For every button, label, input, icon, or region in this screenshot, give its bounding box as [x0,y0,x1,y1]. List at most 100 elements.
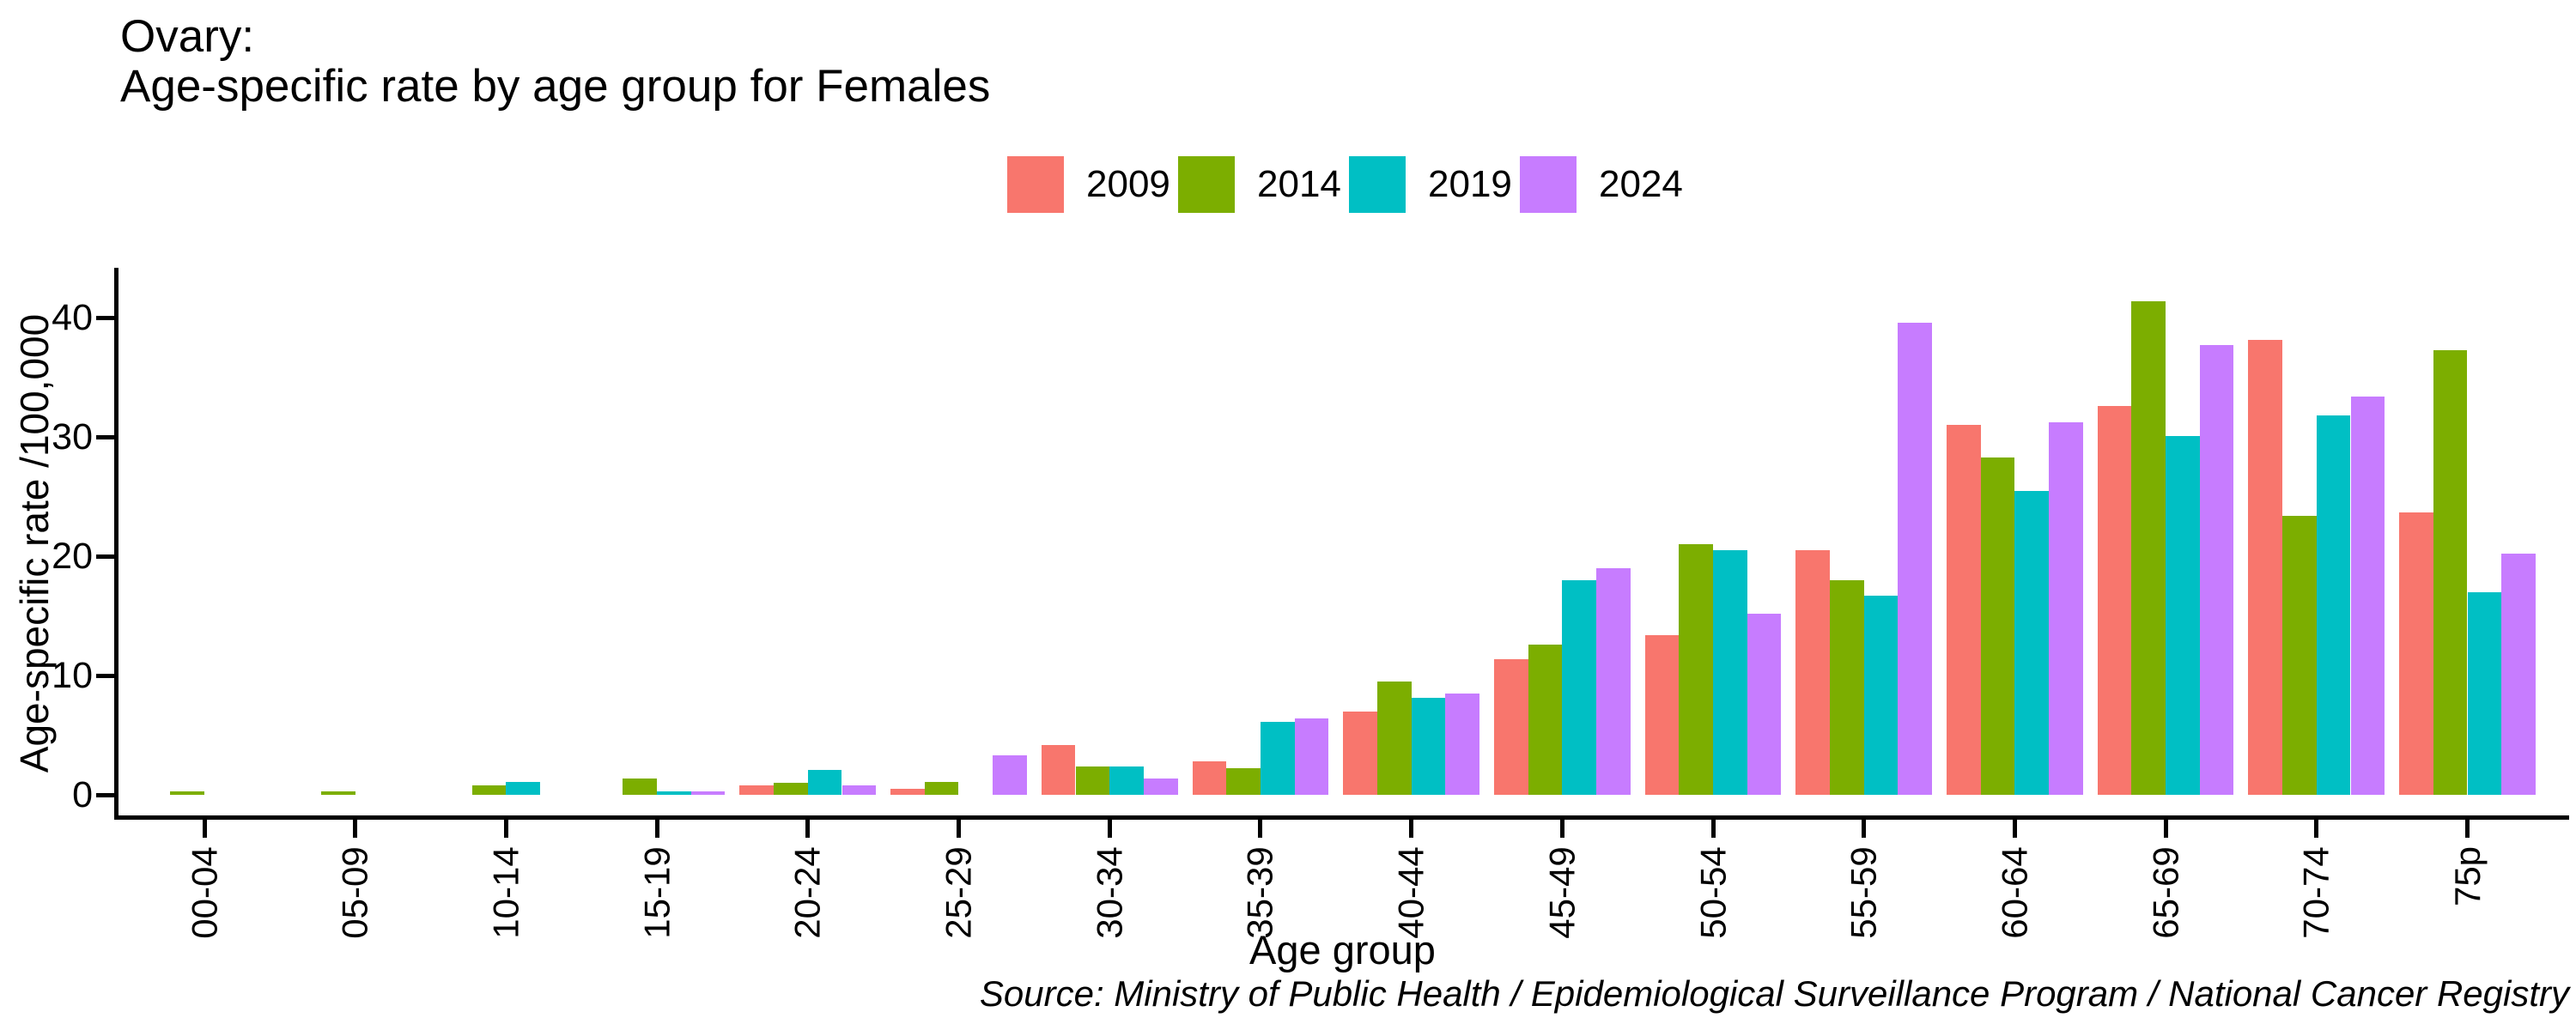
bar-2014-30-34 [1075,766,1110,795]
bar-2019-45-49 [1562,579,1596,795]
bar-2014-40-44 [1376,681,1412,795]
legend-swatch-2019 [1349,156,1406,213]
x-tick-mark [202,820,207,838]
bar-2009-60-64 [1947,425,1981,795]
bar-2019-70-74 [2316,415,2351,795]
bar-2009-45-49 [1493,658,1528,795]
bar-2019-55-59 [1863,595,1899,795]
x-tick-label: 20-24 [787,845,829,939]
x-tick-mark [1107,820,1112,838]
x-tick-label: 55-59 [1843,845,1884,939]
bar-2024-25-29 [993,755,1027,795]
legend-label-2024: 2024 [1599,163,1683,205]
bar-2009-35-39 [1192,761,1227,795]
bar-2024-40-44 [1445,693,1479,795]
x-tick-label: 10-14 [485,845,526,939]
x-tick-label: 75p [2446,845,2488,907]
chart-title: Ovary: Age-specific rate by age group fo… [120,12,990,112]
bar-2019-35-39 [1260,722,1295,795]
bar-2014-60-64 [1980,457,2015,795]
bar-2009-55-59 [1795,550,1830,795]
y-tick-label: 10 [52,655,93,696]
y-tick-mark [96,434,114,439]
x-tick-mark [805,820,811,838]
legend-label-2014: 2014 [1257,163,1341,205]
bar-2014-35-39 [1226,768,1261,795]
x-tick-mark [503,820,508,838]
bar-2014-05-09 [321,791,355,795]
bar-2019-75p [2467,591,2502,795]
bar-2024-30-34 [1143,778,1178,795]
bar-2009-75p [2399,512,2433,795]
bar-2019-15-19 [657,791,691,795]
x-tick-mark [2314,820,2319,838]
bar-2009-30-34 [1041,744,1076,795]
bar-2024-15-19 [690,791,726,795]
bar-2019-20-24 [807,769,842,795]
bar-2019-50-54 [1713,550,1747,795]
y-tick-label: 40 [52,297,93,338]
x-axis-line [114,815,2569,820]
x-tick-mark [1559,820,1564,838]
y-tick-mark [96,315,114,320]
x-tick-mark [957,820,961,838]
bar-2024-50-54 [1747,613,1782,795]
bar-2019-10-14 [506,781,541,795]
x-tick-label: 35-39 [1240,845,1281,939]
legend-swatch-2014 [1178,156,1235,213]
x-tick-label: 00-04 [184,845,225,939]
legend-swatch-2024 [1520,156,1577,213]
bar-2019-60-64 [2014,490,2050,795]
bar-2009-65-69 [2097,405,2132,795]
legend-label-2019: 2019 [1428,163,1512,205]
bar-2014-65-69 [2131,300,2166,795]
bar-2014-25-29 [924,781,959,795]
bar-2014-75p [2433,349,2468,795]
x-tick-label: 30-34 [1089,845,1130,939]
x-tick-label: 50-54 [1692,845,1734,939]
chart-title-line2: Age-specific rate by age group for Femal… [120,61,991,112]
bar-2024-45-49 [1596,567,1631,795]
y-tick-label: 20 [52,536,93,577]
legend-label-2009: 2009 [1086,163,1170,205]
bar-2014-50-54 [1679,544,1713,795]
bar-2014-10-14 [471,785,507,795]
y-tick-mark [96,792,114,797]
bar-2019-65-69 [2166,435,2200,795]
x-tick-label: 65-69 [2145,845,2186,939]
x-tick-mark [2163,820,2168,838]
bar-2019-30-34 [1109,766,1144,795]
x-axis-title: Age group [1249,927,1436,972]
bar-2024-35-39 [1294,718,1329,795]
bar-2009-20-24 [739,785,775,795]
legend-swatch-2009 [1007,156,1064,213]
bar-2014-00-04 [170,791,204,795]
x-tick-label: 60-64 [1994,845,2035,939]
source-credit: Source: Ministry of Public Health / Epid… [979,973,2569,1014]
bar-2024-65-69 [2199,344,2234,795]
x-tick-mark [1258,820,1263,838]
bar-2024-60-64 [2049,422,2083,795]
x-tick-label: 25-29 [938,845,979,939]
x-tick-label: 45-49 [1541,845,1583,939]
bar-2014-45-49 [1528,644,1563,795]
bar-2014-15-19 [623,778,658,795]
bar-2009-70-74 [2248,340,2283,795]
x-tick-mark [1862,820,1867,838]
y-axis-line [114,268,118,820]
y-tick-label: 30 [52,416,93,457]
x-tick-label: 70-74 [2296,845,2337,939]
bar-2014-20-24 [774,783,808,795]
x-tick-label: 15-19 [636,845,677,939]
x-tick-mark [1409,820,1414,838]
x-tick-label: 05-09 [334,845,375,939]
bar-2009-25-29 [890,789,925,795]
bar-2019-40-44 [1411,698,1446,795]
bar-2024-20-24 [841,785,877,795]
bar-2024-70-74 [2350,396,2385,795]
x-tick-mark [654,820,659,838]
bar-2009-40-44 [1343,711,1377,795]
bar-2009-50-54 [1644,634,1680,795]
bar-2024-55-59 [1898,322,1933,795]
